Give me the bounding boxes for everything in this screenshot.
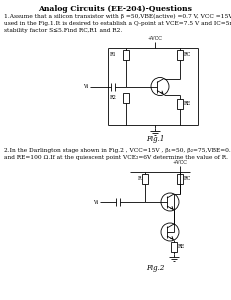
Text: R: R bbox=[137, 176, 141, 181]
Text: Vi: Vi bbox=[83, 84, 88, 89]
Bar bbox=[177, 98, 183, 109]
Text: Analog Circuits (EE-204)-Questions: Analog Circuits (EE-204)-Questions bbox=[38, 5, 192, 13]
Text: R1: R1 bbox=[109, 52, 116, 58]
Text: Vi: Vi bbox=[93, 200, 98, 205]
Text: stability factor S≤5.Find RC,R1 and R2.: stability factor S≤5.Find RC,R1 and R2. bbox=[4, 28, 122, 33]
Text: 1.Assume that a silicon transistor with β =50,VBE(active) =0.7 V, VCC =15V and R: 1.Assume that a silicon transistor with … bbox=[4, 14, 231, 19]
Text: +VCC: +VCC bbox=[173, 160, 187, 165]
Bar bbox=[123, 92, 129, 103]
Text: 2.In the Darlington stage shown in Fig.2 , VCC=15V , β₁=50, β₂=75,VBE=0.7,R₂=750: 2.In the Darlington stage shown in Fig.2… bbox=[4, 148, 231, 153]
Bar bbox=[177, 174, 183, 184]
Bar bbox=[123, 50, 129, 60]
Text: RC: RC bbox=[184, 52, 191, 58]
Text: Fig.1: Fig.1 bbox=[146, 135, 164, 143]
Text: used in the Fig.1.It is desired to establish a Q-point at VCE=7.5 V and IC=5mAan: used in the Fig.1.It is desired to estab… bbox=[4, 21, 231, 26]
Text: Fig.2: Fig.2 bbox=[146, 264, 164, 272]
Text: RE: RE bbox=[178, 244, 185, 250]
Text: and RE=100 Ω.If at the quiescent point VCE₂=6V determine the value of R.: and RE=100 Ω.If at the quiescent point V… bbox=[4, 155, 228, 160]
Bar bbox=[171, 242, 177, 252]
Text: +VCC: +VCC bbox=[148, 36, 162, 41]
Text: RC: RC bbox=[184, 176, 191, 181]
Text: R2: R2 bbox=[109, 95, 116, 100]
Bar bbox=[177, 50, 183, 60]
Bar bbox=[142, 174, 148, 184]
Text: RE: RE bbox=[184, 101, 191, 106]
